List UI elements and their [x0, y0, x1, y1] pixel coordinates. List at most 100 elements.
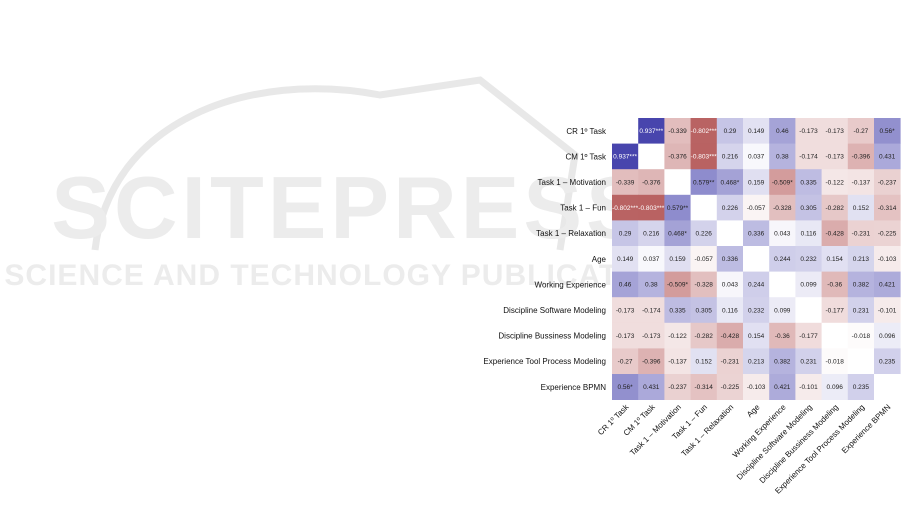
heatmap-cell [821, 220, 849, 247]
column-label: Task 1 – Relaxation [680, 403, 736, 459]
heatmap-cell [874, 143, 901, 170]
heatmap-cell [743, 118, 770, 144]
heatmap-cell [612, 118, 639, 144]
heatmap-cell [690, 246, 718, 272]
heatmap-cell-value: 0.226 [696, 231, 713, 238]
heatmap-cell [795, 118, 822, 144]
heatmap-cell-value: 0.579** [693, 179, 715, 186]
heatmap-cell-value: 0.154 [748, 333, 765, 340]
heatmap-cell-value: 0.336 [748, 231, 765, 238]
heatmap-cell-value: -0.376 [668, 154, 687, 161]
heatmap-cell-value: 0.043 [774, 231, 791, 238]
heatmap-cell-value: 0.431 [643, 384, 660, 391]
heatmap-cell [821, 374, 849, 400]
heatmap-cell-value: -0.509* [667, 282, 688, 289]
watermark-logo-arc [91, 76, 579, 251]
heatmap-cell [795, 143, 822, 170]
row-label: Discipline Bussiness Modeling [498, 332, 606, 341]
heatmap-cell-value: -0.101 [799, 384, 818, 391]
heatmap-cell [874, 194, 901, 221]
heatmap-cell-value: -0.122 [825, 179, 844, 186]
heatmap-cell [847, 271, 875, 298]
heatmap-cell-value: 0.149 [748, 128, 765, 135]
heatmap-cell-value: -0.231 [721, 359, 740, 366]
heatmap-cell [612, 374, 639, 400]
heatmap-cell [821, 194, 849, 221]
row-label: Experience Tool Process Modeling [483, 357, 606, 366]
heatmap-cell-value: 0.159 [669, 256, 686, 263]
heatmap-cell [847, 194, 875, 221]
heatmap-cell-value: 0.382 [774, 359, 791, 366]
heatmap-cell-value: -0.177 [825, 307, 844, 314]
heatmap-cell [638, 194, 665, 221]
heatmap-cell-value: -0.396 [852, 154, 871, 161]
heatmap-cell [821, 322, 849, 349]
heatmap-cell [874, 271, 901, 298]
heatmap-cell-value: 0.421 [774, 384, 791, 391]
heatmap-cell [847, 322, 875, 349]
heatmap-cell-value: -0.36 [827, 282, 842, 289]
heatmap-cell [847, 348, 875, 375]
heatmap-cell [664, 194, 691, 221]
heatmap-cell [664, 118, 691, 144]
heatmap-cell [874, 246, 901, 272]
heatmap-cell-value: -0.27 [853, 128, 868, 135]
heatmap-cell [612, 297, 639, 324]
heatmap-cell-value: 0.232 [800, 256, 817, 263]
heatmap-cell [847, 220, 875, 247]
heatmap-cell-value: -0.428 [721, 333, 740, 340]
heatmap-cell [769, 322, 796, 349]
heatmap-cell-value: 0.56* [618, 384, 634, 391]
heatmap-cell [638, 246, 665, 272]
heatmap-cell [638, 348, 665, 375]
heatmap-cell [743, 194, 770, 221]
heatmap-cell-value: -0.27 [618, 359, 633, 366]
heatmap-cell-value: 0.213 [748, 359, 765, 366]
row-label: Discipline Software Modeling [503, 306, 606, 315]
heatmap-cell [874, 169, 901, 196]
heatmap-cell-value: -0.018 [825, 359, 844, 366]
heatmap-cell [874, 118, 901, 144]
heatmap-cell-value: -0.509* [772, 179, 793, 186]
heatmap-cell [638, 143, 665, 170]
heatmap-cell [743, 220, 770, 247]
heatmap-cell [612, 246, 639, 272]
heatmap-cell-value: 0.244 [774, 256, 791, 263]
watermark-line1: SCITEPRESS [51, 158, 648, 257]
heatmap-cell [769, 118, 796, 144]
heatmap-cell [743, 322, 770, 349]
heatmap-cell-value: 0.154 [827, 256, 844, 263]
heatmap-cell-value: -0.282 [694, 333, 713, 340]
heatmap-cell [612, 348, 639, 375]
heatmap-cell-value: -0.36 [775, 333, 790, 340]
heatmap-cell-value: 0.305 [696, 307, 713, 314]
heatmap-cell-value: -0.173 [799, 128, 818, 135]
heatmap-cell-value: -0.339 [616, 179, 635, 186]
heatmap-cell [821, 143, 849, 170]
heatmap-cell [612, 169, 639, 196]
heatmap-cell [716, 322, 744, 349]
heatmap-cell [743, 271, 770, 298]
heatmap-cell-value: 0.231 [800, 359, 817, 366]
heatmap-cell [690, 220, 718, 247]
heatmap-cell [847, 374, 875, 400]
heatmap-cell-value: 0.099 [774, 307, 791, 314]
row-label: CR 1º Task [566, 127, 607, 136]
heatmap-cell [612, 322, 639, 349]
heatmap-cell-value: 0.235 [879, 359, 896, 366]
heatmap-cell-value: 0.149 [617, 256, 634, 263]
heatmap-cell [664, 143, 691, 170]
heatmap-cell-value: -0.803*** [638, 205, 664, 212]
heatmap-cell-value: -0.376 [642, 179, 661, 186]
heatmap-cell-value: 0.29 [619, 231, 632, 238]
heatmap-cell-value: -0.282 [825, 205, 844, 212]
heatmap-cell-value: -0.328 [694, 282, 713, 289]
heatmap-cell-value: -0.339 [668, 128, 687, 135]
heatmap-cell-value: -0.137 [668, 359, 687, 366]
heatmap-cell [795, 220, 822, 247]
heatmap-cell [690, 194, 718, 221]
heatmap-cell [690, 169, 718, 196]
heatmap-cell [769, 348, 796, 375]
heatmap-cell-value: -0.103 [878, 256, 897, 263]
